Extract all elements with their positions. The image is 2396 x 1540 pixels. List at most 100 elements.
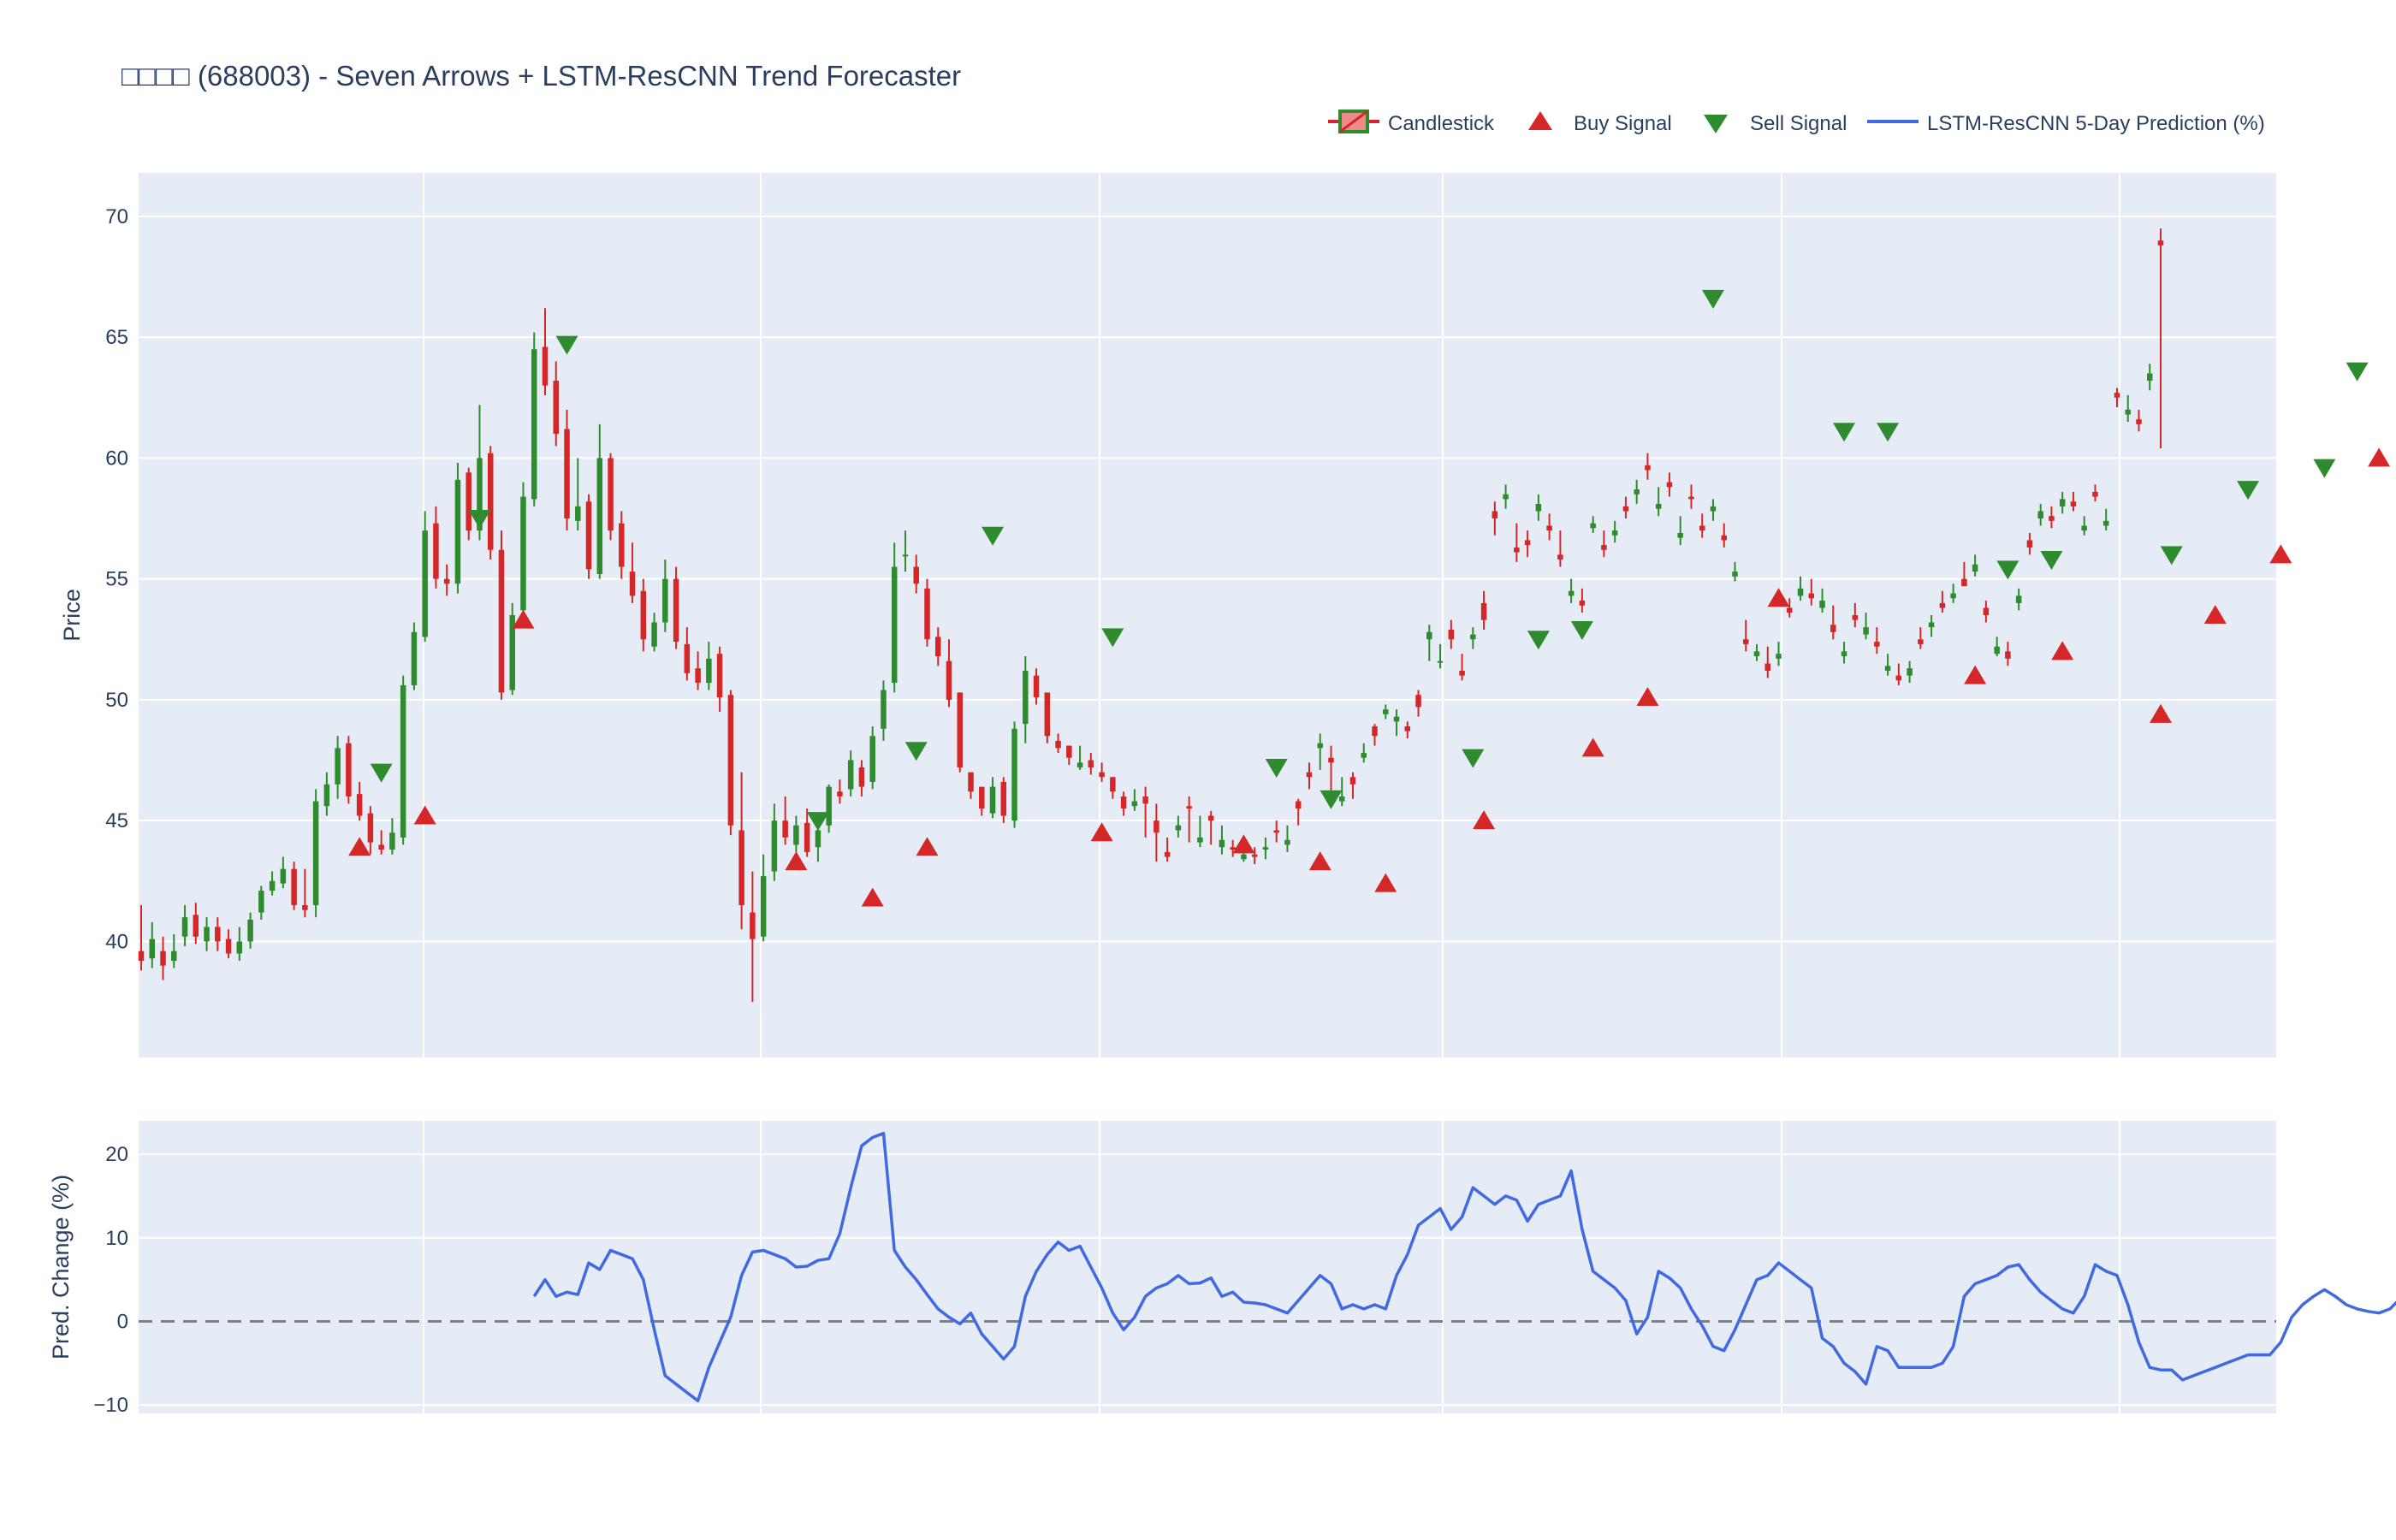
candle-body — [1328, 757, 1334, 763]
candle-body — [1088, 760, 1094, 767]
candle-body — [1338, 796, 1345, 802]
candle-body — [1895, 675, 1902, 681]
sell-signal-marker-5 — [982, 526, 1005, 546]
candle-body — [1000, 781, 1007, 816]
candle-79 — [1000, 777, 1007, 823]
candle-body — [1983, 607, 1990, 615]
candle-body — [531, 349, 537, 500]
candle-0 — [138, 905, 145, 971]
candle-95 — [1175, 815, 1182, 838]
candle-153 — [1808, 578, 1815, 606]
candle-body — [1207, 815, 1214, 821]
sell-signal-marker-20 — [2346, 362, 2369, 382]
candle-body — [400, 684, 406, 838]
candle-39 — [564, 409, 570, 531]
candle-body — [738, 830, 744, 906]
candle-184 — [2146, 364, 2153, 391]
candle-body — [389, 832, 395, 850]
candle-3 — [171, 933, 177, 968]
candle-body — [1950, 593, 1956, 599]
candle-body — [1317, 743, 1323, 749]
candle-2 — [160, 936, 166, 980]
candle-11 — [258, 886, 264, 920]
candle-body — [924, 588, 930, 640]
candle-body — [1120, 796, 1127, 809]
candle-body — [1884, 666, 1891, 671]
candle-172 — [2015, 588, 2022, 611]
candle-94 — [1164, 837, 1171, 862]
candle-body — [258, 891, 264, 913]
candle-86 — [1076, 745, 1083, 770]
candle-body — [1819, 601, 1825, 608]
legend-item-sell-signal[interactable]: Sell Signal — [1704, 112, 1847, 135]
prediction-tick-10: 10 — [105, 1227, 128, 1250]
legend-label-sell-signal: Sell Signal — [1750, 112, 1847, 135]
candle-body — [1645, 465, 1651, 471]
candle-body — [1361, 753, 1367, 758]
candle-body — [1459, 670, 1465, 676]
candle-body — [346, 743, 352, 797]
candle-114 — [1383, 704, 1389, 720]
candle-body — [815, 830, 821, 848]
candle-body — [1383, 709, 1389, 714]
candle-body — [1710, 506, 1717, 512]
candle-43 — [608, 453, 614, 541]
candle-117 — [1415, 690, 1421, 717]
candle-139 — [1655, 487, 1662, 517]
candle-body — [1721, 535, 1727, 541]
buy-signal-marker-13 — [1767, 588, 1790, 607]
candle-36 — [531, 332, 537, 506]
buy-signal-marker-11 — [1581, 737, 1604, 757]
candle-body — [1918, 639, 1924, 644]
candle-123 — [1480, 590, 1487, 630]
candle-body — [662, 578, 668, 623]
candle-body — [433, 523, 439, 579]
legend-item-candlestick[interactable]: Candlestick — [1328, 110, 1495, 135]
candle-body — [1557, 554, 1563, 560]
candle-175 — [2049, 506, 2055, 529]
candle-83 — [1044, 692, 1051, 743]
candle-body — [1251, 854, 1258, 857]
sell-signal-marker-13 — [1833, 423, 1856, 442]
buy-signal-marker-0 — [348, 837, 371, 856]
sell-signal-marker-0 — [370, 763, 393, 783]
legend-item-prediction[interactable]: LSTM-ResCNN 5-Day Prediction (%) — [1867, 112, 2265, 135]
candle-body — [1306, 772, 1313, 778]
candle-61 — [804, 808, 810, 857]
candle-19 — [346, 736, 352, 804]
candle-77 — [979, 786, 985, 816]
candle-body — [1797, 588, 1804, 596]
candle-body — [1611, 530, 1618, 536]
candle-40 — [575, 458, 581, 531]
candle-70 — [902, 530, 909, 572]
prediction-plot-area — [139, 1121, 2276, 1413]
candle-10 — [247, 912, 253, 949]
candle-50 — [684, 627, 691, 681]
candle-122 — [1470, 627, 1476, 649]
candle-138 — [1645, 453, 1651, 480]
candle-body — [1514, 547, 1520, 553]
sell-signal-marker-9 — [1462, 749, 1485, 768]
candle-body — [979, 786, 985, 809]
candle-161 — [1895, 663, 1902, 685]
candle-25 — [411, 622, 418, 690]
candle-4 — [181, 905, 188, 947]
candle-body — [695, 668, 701, 684]
candle-148 — [1753, 643, 1760, 661]
candle-body — [2102, 520, 2109, 526]
candle-body — [1076, 762, 1083, 767]
buy-signal-marker-4 — [861, 887, 884, 907]
candle-body — [1164, 851, 1171, 857]
candle-body — [2136, 419, 2142, 424]
legend-item-buy-signal[interactable]: Buy Signal — [1528, 111, 1672, 135]
candle-body — [2059, 499, 2066, 506]
signal-markers — [348, 289, 2391, 907]
price-tick-45: 45 — [105, 809, 128, 832]
candle-body — [1110, 777, 1116, 792]
candle-body — [1262, 847, 1269, 850]
price-tick-40: 40 — [105, 930, 128, 953]
candle-body — [2146, 373, 2153, 381]
candle-59 — [782, 796, 788, 845]
candle-body — [1874, 642, 1880, 647]
candle-body — [1448, 629, 1455, 640]
